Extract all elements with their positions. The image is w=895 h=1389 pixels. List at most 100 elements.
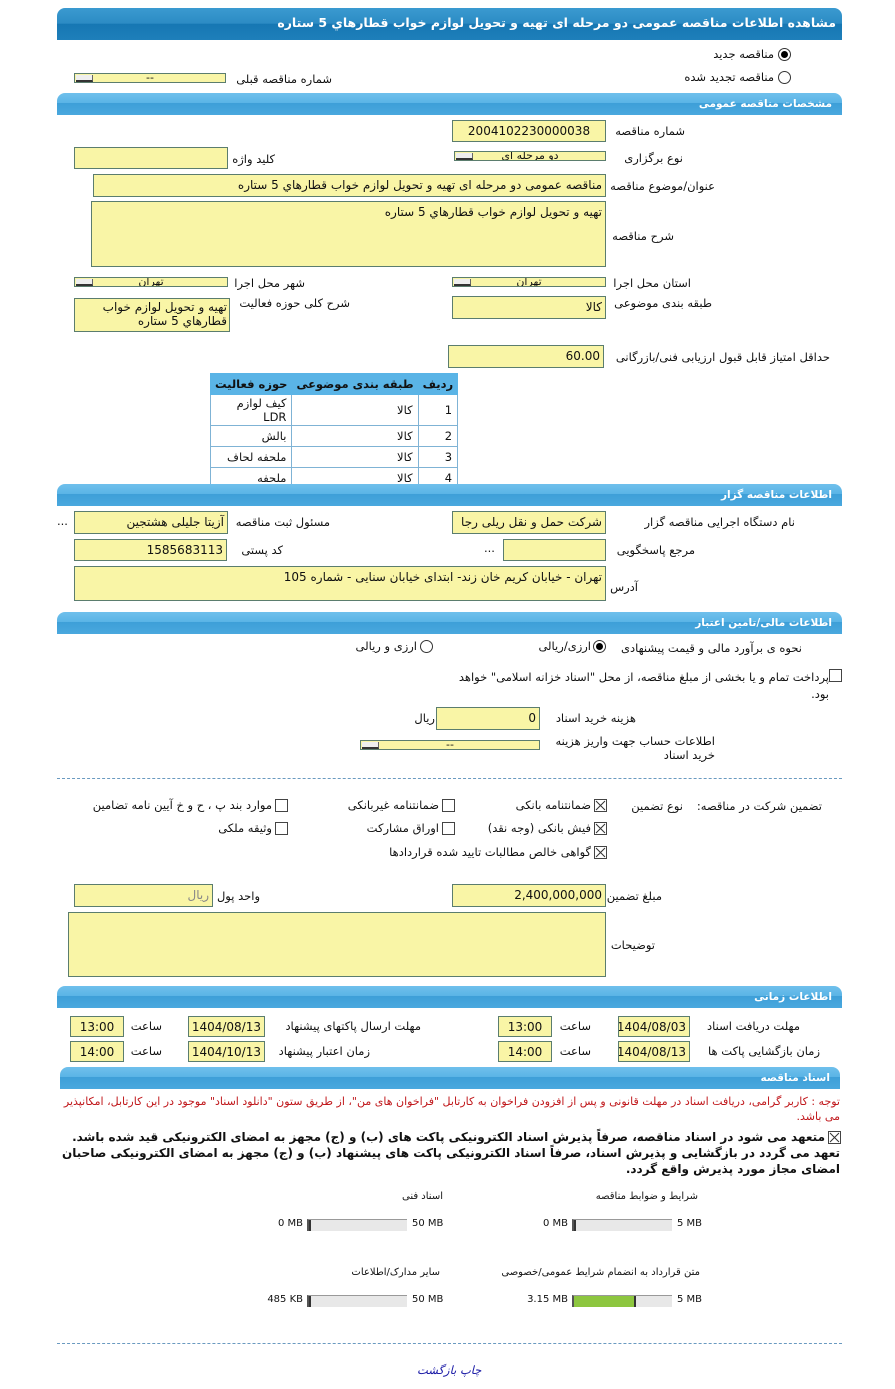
guarantee-option-label: اوراق مشارکت: [366, 821, 439, 835]
reference-more-link[interactable]: ...: [484, 541, 495, 555]
activity-field: تهیه و تحویل لوازم خواب قطارهاي 5 ستاره: [74, 298, 230, 332]
send-deadline-date: 1404/08/13: [188, 1016, 265, 1037]
min-score-field: 60.00: [448, 345, 604, 368]
guarantee-option-checkbox[interactable]: [594, 799, 607, 812]
footer-links: چاپ بازگشت: [417, 1363, 481, 1377]
tender-type-value: دو مرحله ای: [501, 151, 559, 161]
cell: 3: [417, 446, 459, 468]
province-value: تهران: [516, 277, 542, 287]
back-link[interactable]: بازگشت: [417, 1363, 457, 1377]
guarantee-amount-label: مبلغ تضمین: [606, 889, 662, 903]
guarantee-option-label: وثیقه ملکی: [218, 821, 272, 835]
postal-code-field: 1585683113: [74, 539, 227, 561]
guarantee-type-label: نوع تضمین: [631, 799, 683, 813]
postal-code-label: کد پستی: [241, 543, 283, 557]
new-tender-radio[interactable]: [778, 48, 791, 61]
opening-time: 14:00: [498, 1041, 552, 1062]
dropdown-button[interactable]: [456, 153, 473, 160]
table-row: 1 کالا کیف لوازم LDR: [209, 394, 459, 426]
doc-cost-label: هزینه خرید اسناد: [555, 711, 636, 725]
guarantee-option-checkbox[interactable]: [275, 799, 288, 812]
notes-field: [68, 912, 606, 977]
renewed-tender-label: مناقصه تجدید شده: [684, 70, 774, 84]
file-usage-bar: [572, 1295, 672, 1307]
documents-notice: توجه : کاربر گرامی، دریافت اسناد در مهلت…: [63, 1095, 840, 1123]
commitment-checkbox[interactable]: [828, 1131, 841, 1144]
dropdown-button[interactable]: [76, 75, 93, 82]
guarantee-option-label: موارد بند پ ، ح و خ آیین نامه تضامین: [92, 798, 272, 812]
rial-radio[interactable]: [593, 640, 606, 653]
file-max-size: 50 MB: [412, 1218, 444, 1229]
dropdown-button[interactable]: [76, 279, 93, 286]
cell: کالا: [291, 394, 419, 426]
section-general: مشخصات مناقصه عمومی: [57, 93, 842, 115]
new-tender-label: مناقصه جدید: [713, 47, 774, 61]
tender-type-select[interactable]: دو مرحله ای: [454, 151, 606, 161]
tender-type-label: نوع برگزاری: [624, 151, 683, 165]
section-documents: اسناد مناقصه: [60, 1067, 840, 1089]
province-select[interactable]: تهران: [452, 277, 606, 287]
section-organizer: اطلاعات مناقصه گزار: [57, 484, 842, 506]
account-label: اطلاعات حساب جهت واریز هزینه خرید اسناد: [555, 734, 715, 762]
guarantee-option-checkbox[interactable]: [442, 799, 455, 812]
currency-unit-label: واحد پول: [216, 889, 260, 903]
validity-date: 1404/10/13: [188, 1041, 265, 1062]
doc-cost-field: 0: [436, 707, 540, 730]
col-activity: حوزه فعالیت: [209, 373, 293, 395]
file-used-size: 0 MB: [542, 1218, 568, 1229]
dropdown-button[interactable]: [454, 279, 471, 286]
description-field: تهیه و تحویل لوازم خواب قطارهاي 5 ستاره: [91, 201, 606, 267]
table-row: 3 کالا ملحفه لحاف: [209, 446, 459, 468]
city-value: تهران: [138, 277, 164, 287]
table-row: 2 کالا بالش: [209, 425, 459, 447]
guarantee-option-checkbox[interactable]: [275, 822, 288, 835]
guarantee-amount-field: 2,400,000,000: [452, 884, 606, 907]
activity-table: ردیف طبقه بندی موضوعی حوزه فعالیت 1 کالا کیف…: [209, 373, 459, 489]
tender-number-label: شماره مناقصه: [615, 124, 685, 138]
account-value: --: [446, 740, 454, 750]
prev-number-label: شماره مناقصه قبلی: [236, 72, 332, 86]
guarantee-option-checkbox[interactable]: [594, 846, 607, 859]
file-used-size: 485 KB: [267, 1294, 303, 1305]
file-max-size: 50 MB: [412, 1294, 444, 1305]
activity-label: شرح کلی حوزه فعالیت: [239, 296, 350, 310]
notes-label: توضیحات: [610, 938, 655, 952]
province-label: استان محل اجرا: [613, 276, 691, 290]
doc-deadline-date: 1404/08/03: [618, 1016, 690, 1037]
keyword-field[interactable]: [74, 147, 228, 169]
subject-field: مناقصه عمومی دو مرحله ای تهیه و تحویل لو…: [93, 174, 606, 197]
validity-time: 14:00: [70, 1041, 124, 1062]
dropdown-button[interactable]: [362, 742, 379, 749]
guarantee-option-checkbox[interactable]: [594, 822, 607, 835]
address-field: تهران - خیابان کریم خان زند- ابتدای خیاب…: [74, 566, 606, 601]
file-category-label: شرایط و ضوابط مناقصه: [595, 1191, 698, 1202]
file-max-size: 5 MB: [677, 1218, 703, 1229]
cell: کالا: [291, 446, 419, 468]
foreign-and-rial-radio[interactable]: [420, 640, 433, 653]
file-usage-fill: [309, 1220, 311, 1231]
organization-field: شرکت حمل و نقل ریلی رجا: [452, 511, 606, 534]
renewed-tender-radio[interactable]: [778, 71, 791, 84]
reference-field: [503, 539, 606, 561]
cell: 1: [417, 394, 459, 426]
guarantee-option-label: گواهی خالص مطالبات تایید شده قراردادها: [389, 845, 591, 859]
file-category-label: سایر مدارک/اطلاعات: [351, 1267, 440, 1278]
time-label: ساعت: [559, 1044, 591, 1058]
prev-number-select[interactable]: --: [74, 73, 226, 83]
table-row: 4 کالا ملحفه: [209, 467, 459, 489]
guarantee-option-checkbox[interactable]: [442, 822, 455, 835]
responsible-more-link[interactable]: ...: [57, 514, 68, 528]
file-usage-fill: [574, 1220, 576, 1231]
treasury-checkbox[interactable]: [829, 669, 842, 682]
guarantee-option-label: ضمانتنامه غیربانکی: [347, 798, 439, 812]
file-usage-bar: [307, 1295, 407, 1307]
city-select[interactable]: تهران: [74, 277, 228, 287]
time-label: ساعت: [130, 1019, 162, 1033]
commitment-1: متعهد می شود در اسناد مناقصه، صرفاً پذیر…: [72, 1130, 825, 1144]
divider: [57, 1343, 842, 1344]
guarantee-option-label: ضمانتنامه بانکی: [515, 798, 591, 812]
print-link[interactable]: چاپ: [459, 1363, 482, 1377]
account-select[interactable]: --: [360, 740, 540, 750]
file-used-size: 3.15 MB: [527, 1294, 568, 1305]
file-usage-bar: [307, 1219, 407, 1231]
